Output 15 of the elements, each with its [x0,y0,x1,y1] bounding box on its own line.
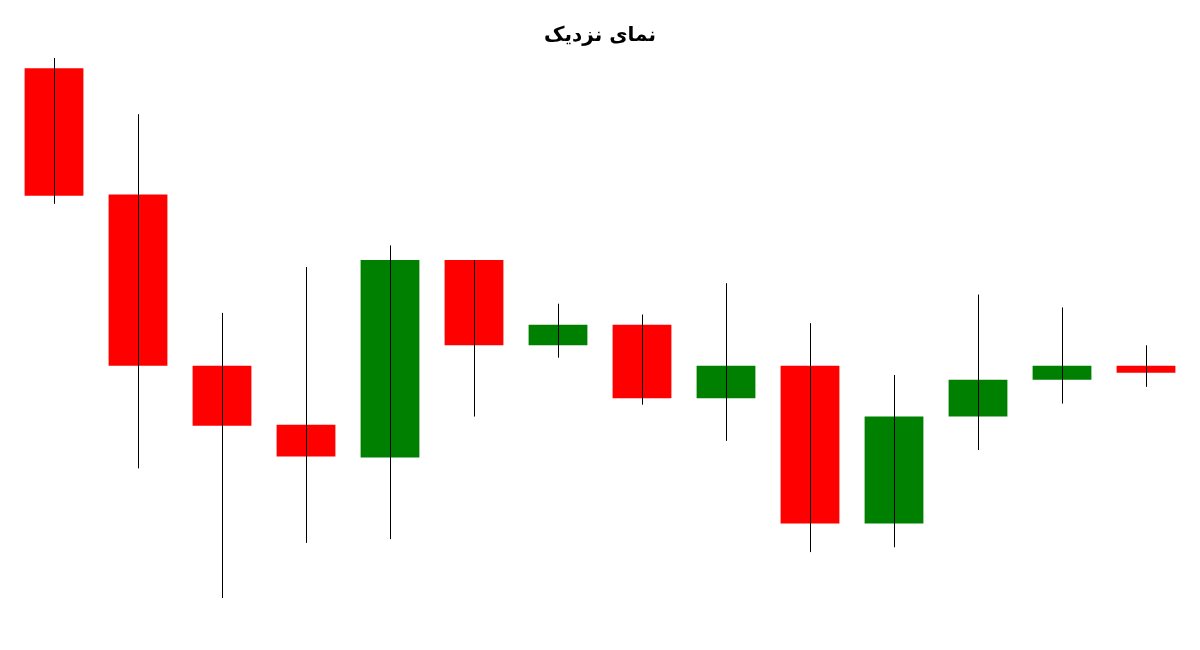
candlestick [108,113,168,469]
candlestick [24,57,84,205]
candlestick [948,294,1008,451]
candlestick [528,303,588,359]
candlestick [1116,344,1176,388]
candlestick [444,259,504,418]
candlestick [696,282,756,442]
candlestick [612,314,672,406]
candlestick [864,374,924,548]
candlestick [360,244,420,540]
candlestick [192,312,252,599]
candlestick [1032,306,1092,405]
chart-title: نمای نزدیک [544,22,656,47]
candlestick [276,266,336,544]
candlestick [780,322,840,553]
